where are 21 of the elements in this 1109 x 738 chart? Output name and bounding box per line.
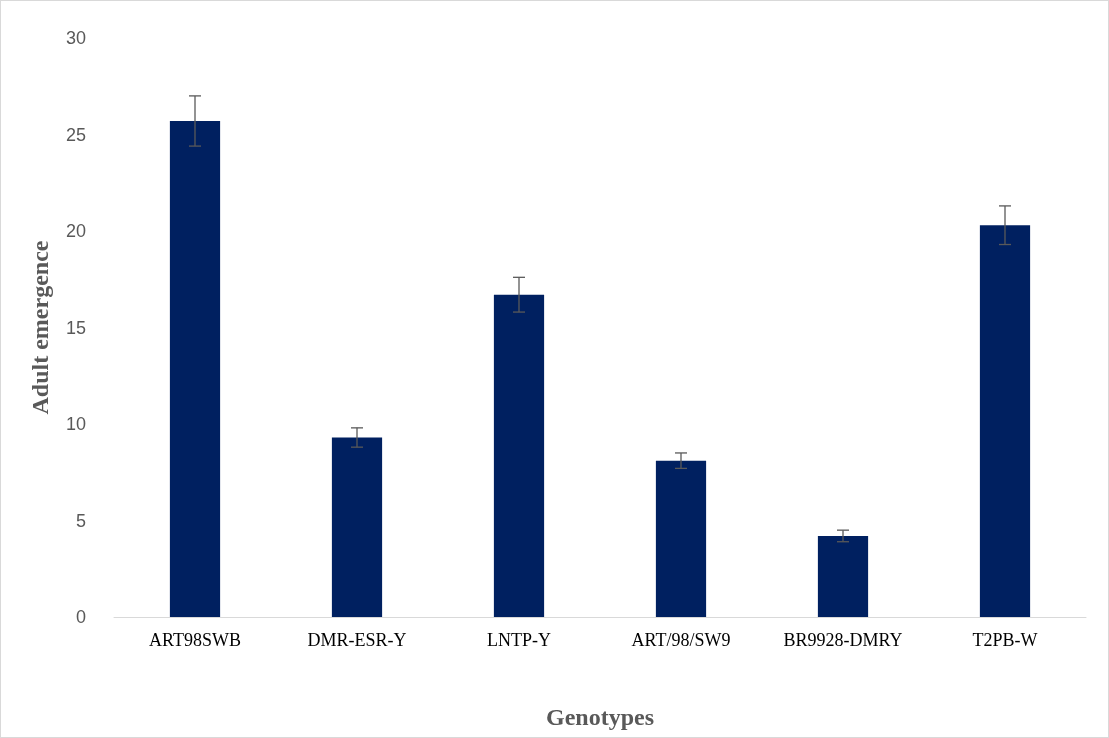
y-tick-label: 25 bbox=[65, 124, 86, 145]
y-tick-label: 15 bbox=[65, 317, 86, 338]
x-axis-title: Genotypes bbox=[546, 704, 654, 730]
bar bbox=[979, 225, 1031, 617]
bar bbox=[169, 120, 221, 617]
y-axis-title: Adult emergence bbox=[27, 240, 53, 415]
y-tick-label: 5 bbox=[75, 510, 86, 531]
bar bbox=[493, 294, 545, 617]
y-tick-label: 10 bbox=[65, 414, 86, 434]
x-tick-label: ART98SWB bbox=[149, 630, 241, 650]
bar bbox=[331, 437, 383, 617]
y-tick-label: 0 bbox=[75, 607, 86, 627]
bar bbox=[655, 460, 707, 617]
x-tick-label: DMR-ESR-Y bbox=[307, 630, 407, 650]
bar bbox=[817, 535, 869, 617]
x-tick-label: ART/98/SW9 bbox=[631, 630, 731, 650]
x-tick-label: LNTP-Y bbox=[487, 630, 551, 650]
y-tick-label: 20 bbox=[65, 221, 86, 241]
x-tick-label: T2PB-W bbox=[972, 630, 1038, 650]
x-tick-label: BR9928-DMRY bbox=[783, 630, 903, 650]
y-tick-label: 30 bbox=[65, 28, 86, 48]
